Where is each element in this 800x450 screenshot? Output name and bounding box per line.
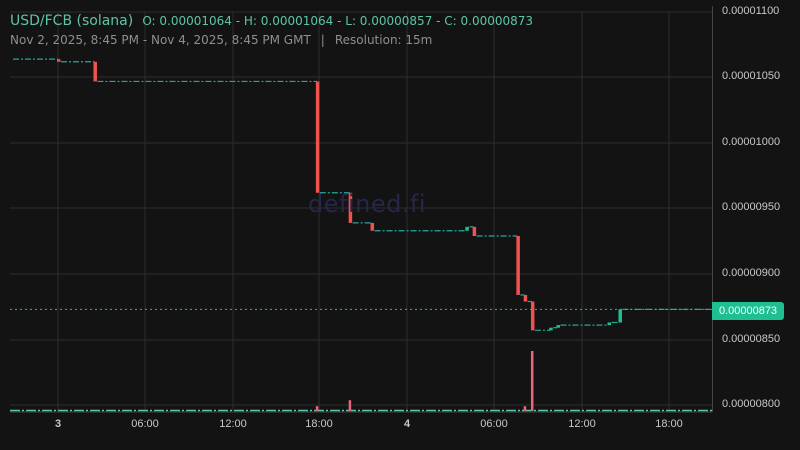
bearish-candle bbox=[93, 61, 97, 82]
bullish-candle bbox=[465, 226, 469, 231]
resolution-label: Resolution: 15m bbox=[334, 33, 433, 47]
bearish-candle bbox=[472, 226, 477, 237]
bearish-candle bbox=[57, 59, 61, 62]
x-axis-label: 12:00 bbox=[568, 418, 596, 430]
bullish-candle bbox=[607, 322, 612, 326]
ohlc-values: O: 0.00001064 - H: 0.00001064 - L: 0.000… bbox=[142, 14, 534, 28]
volume-bar bbox=[348, 400, 352, 411]
bearish-candle bbox=[315, 81, 320, 193]
x-axis-label: 4 bbox=[403, 418, 411, 430]
y-axis-label: 0.00001050 bbox=[722, 70, 781, 82]
chart-subtitle: Nov 2, 2025, 8:45 PM - Nov 4, 2025, 8:45… bbox=[10, 33, 432, 47]
bearish-candle bbox=[348, 192, 353, 223]
date-range: Nov 2, 2025, 8:45 PM - Nov 4, 2025, 8:45… bbox=[10, 33, 311, 47]
x-axis-label: 3 bbox=[54, 418, 62, 430]
y-axis-label: 0.00000900 bbox=[722, 267, 781, 279]
bearish-candle bbox=[523, 294, 528, 302]
x-axis-label: 06:00 bbox=[480, 418, 508, 430]
chart-legend: USD/FCB (solana) O: 0.00001064 - H: 0.00… bbox=[10, 10, 533, 29]
x-axis-label: 18:00 bbox=[305, 418, 333, 430]
y-axis-label: 0.00000850 bbox=[722, 333, 781, 345]
bearish-candle bbox=[516, 236, 520, 295]
bullish-candle bbox=[549, 327, 553, 331]
y-axis-label: 0.00000950 bbox=[722, 201, 781, 213]
bearish-candle bbox=[370, 222, 375, 231]
separator: | bbox=[320, 33, 325, 47]
pair-name: USD/FCB (solana) bbox=[10, 13, 134, 29]
x-axis-label: 06:00 bbox=[131, 418, 159, 430]
bullish-candle bbox=[618, 309, 622, 323]
x-axis-label: 12:00 bbox=[219, 418, 247, 430]
volume-bar bbox=[530, 351, 534, 411]
bullish-candle bbox=[556, 325, 560, 328]
y-axis-label: 0.00000800 bbox=[722, 398, 781, 410]
bearish-candle bbox=[530, 301, 535, 331]
volume-bar bbox=[523, 406, 527, 411]
y-axis-label: 0.00001100 bbox=[722, 5, 780, 17]
volume-bar bbox=[315, 406, 319, 411]
y-axis-label: 0.00001000 bbox=[722, 136, 781, 148]
x-axis-label: 18:00 bbox=[655, 418, 683, 430]
current-price-tag: 0.00000873 bbox=[712, 302, 784, 320]
watermark: defined.fi bbox=[308, 190, 427, 218]
